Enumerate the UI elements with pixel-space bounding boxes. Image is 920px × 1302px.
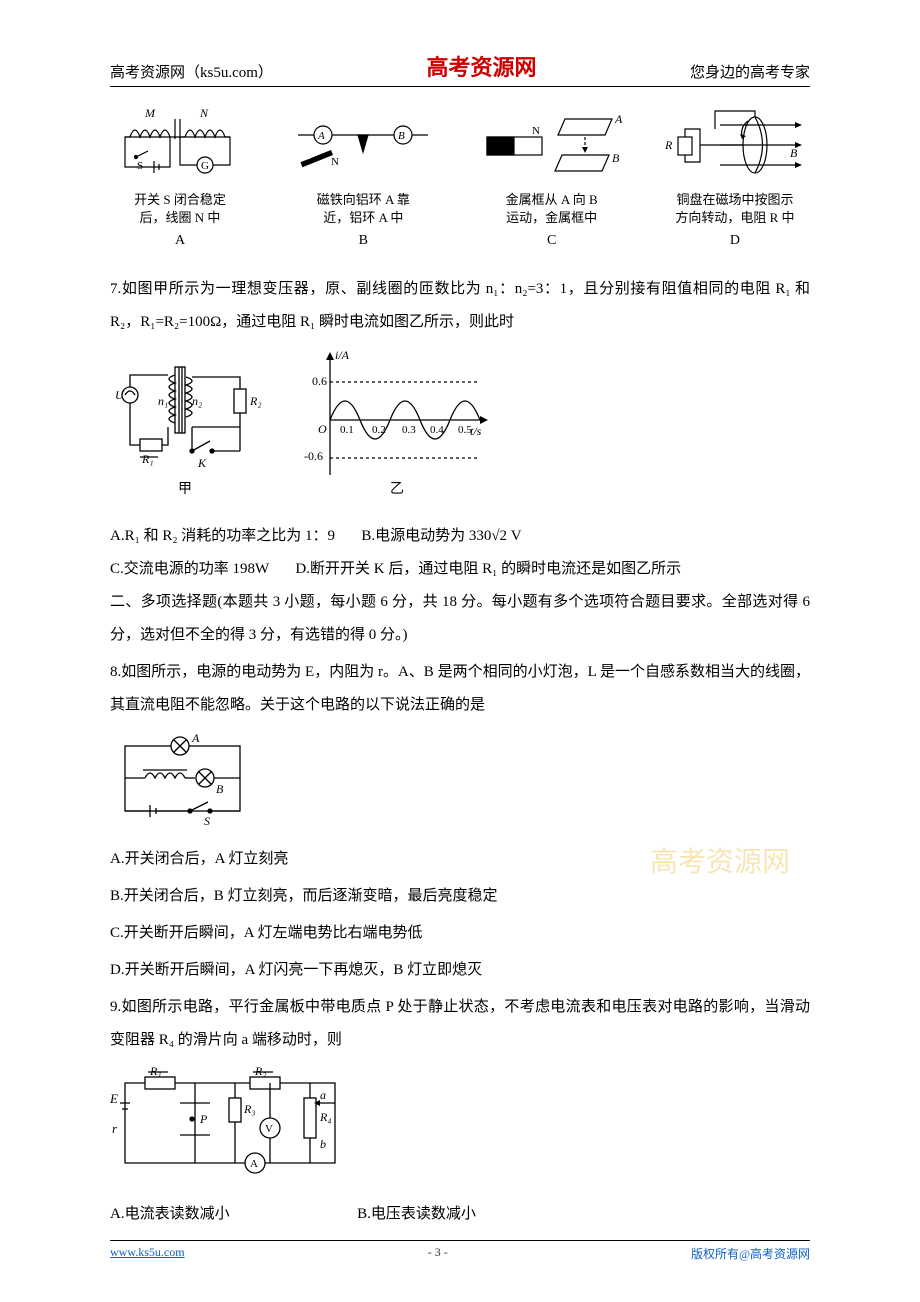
svg-text:-0.6: -0.6 — [304, 449, 323, 463]
svg-text:t/s: t/s — [470, 424, 482, 438]
svg-text:V: V — [265, 1123, 273, 1135]
q8-optD: D.开关断开后瞬间，A 灯闪亮一下再熄灭，B 灯立即熄灭 — [110, 954, 810, 987]
svg-text:A: A — [250, 1158, 258, 1170]
svg-text:P: P — [199, 1112, 208, 1126]
svg-text:A: A — [614, 112, 623, 126]
svg-text:G: G — [201, 160, 209, 172]
q8-figure: A B S — [110, 728, 810, 833]
svg-text:r: r — [112, 1121, 118, 1136]
fig-label: A — [110, 231, 250, 251]
svg-text:N: N — [331, 156, 339, 168]
header-right: 您身边的高考专家 — [690, 61, 810, 82]
q9-figure: E r R₁ R₂ P R₃ V — [110, 1063, 810, 1188]
svg-text:B: B — [612, 151, 620, 165]
svg-text:n₂: n₂ — [192, 394, 202, 408]
q6-fig-B: A B N 磁铁向铝环 A 靠近，铝环 A 中 B — [283, 107, 443, 251]
svg-text:R₃: R₃ — [243, 1102, 256, 1116]
svg-text:R₂: R₂ — [249, 394, 262, 408]
svg-text:0.6: 0.6 — [312, 374, 327, 388]
page-header: 高考资源网（ks5u.com） 高考资源网 您身边的高考专家 — [110, 50, 810, 87]
q8-optA: A.开关闭合后，A 灯立刻亮 — [110, 843, 810, 876]
svg-text:A: A — [191, 731, 200, 745]
q9-options: A.电流表读数减小 B.电压表读数减小 — [110, 1198, 810, 1231]
q8-optB: B.开关闭合后，B 灯立刻亮，而后逐渐变暗，最后亮度稳定 — [110, 880, 810, 913]
svg-text:n₁: n₁ — [158, 394, 168, 408]
svg-text:0.5: 0.5 — [458, 424, 472, 436]
svg-text:R: R — [664, 138, 673, 152]
svg-text:0.4: 0.4 — [430, 424, 444, 436]
q8-stem: 8.如图所示，电源的电动势为 E，内阻为 r。A、B 是两个相同的小灯泡，L 是… — [110, 656, 810, 722]
section2-title: 二、多项选择题(本题共 3 小题，每小题 6 分，共 18 分。每小题有多个选项… — [110, 586, 810, 652]
footer-right: 版权所有@高考资源网 — [691, 1245, 810, 1262]
svg-text:E: E — [110, 1091, 118, 1106]
svg-text:B: B — [790, 146, 798, 160]
svg-text:B: B — [216, 782, 224, 796]
svg-text:N: N — [199, 107, 209, 120]
svg-text:R₁: R₁ — [141, 452, 154, 466]
q6-fig-A: M N S — [110, 107, 250, 251]
svg-text:0.3: 0.3 — [402, 424, 416, 436]
svg-text:R₄: R₄ — [319, 1110, 332, 1124]
q7-options: A.R₁ 和 R₂ 消耗的功率之比为 1：9 B.电源电动势为 330√2 V — [110, 520, 810, 553]
svg-text:U: U — [115, 388, 125, 402]
svg-text:R₁: R₁ — [149, 1064, 162, 1078]
q9-stem: 9.如图所示电路，平行金属板中带电质点 P 处于静止状态，不考虑电流表和电压表对… — [110, 991, 810, 1057]
svg-text:S: S — [137, 160, 143, 172]
q7-figures: n₁ n₂ U R₁ R₂ K 甲 — [110, 345, 810, 510]
header-left: 高考资源网（ks5u.com） — [110, 61, 273, 82]
svg-text:B: B — [398, 130, 405, 142]
q6-fig-C: N A B 金属框从 A 向 B运动，金属框中 C — [477, 107, 627, 251]
svg-text:O: O — [318, 422, 327, 436]
svg-text:N: N — [532, 125, 540, 137]
header-center: 高考资源网 — [426, 50, 536, 82]
svg-text:S: S — [204, 814, 210, 828]
svg-text:i/A: i/A — [335, 348, 350, 362]
svg-text:甲: 甲 — [178, 482, 192, 497]
svg-text:A: A — [317, 130, 325, 142]
svg-text:R₂: R₂ — [254, 1064, 267, 1078]
svg-text:0.1: 0.1 — [340, 424, 354, 436]
q8-optC: C.开关断开后瞬间，A 灯左端电势比右端电势低 — [110, 917, 810, 950]
caption: 开关 S 闭合稳定 — [134, 192, 226, 207]
svg-text:K: K — [197, 456, 207, 470]
q6-fig-D: B R 铜盘在磁场中按图示方向转动，电阻 R 中 D — [660, 107, 810, 251]
svg-text:乙: 乙 — [390, 481, 404, 497]
footer-center: - 3 - — [428, 1245, 448, 1262]
q6-figures-row: M N S — [110, 107, 810, 251]
svg-text:M: M — [144, 107, 156, 120]
svg-text:a: a — [320, 1088, 326, 1102]
q7-stem: 7.如图甲所示为一理想变压器，原、副线圈的匝数比为 n₁：n₂=3：1，且分别接… — [110, 273, 810, 339]
footer-left: www.ks5u.com — [110, 1245, 185, 1262]
svg-text:b: b — [320, 1137, 326, 1151]
page-footer: www.ks5u.com - 3 - 版权所有@高考资源网 — [110, 1240, 810, 1262]
svg-text:0.2: 0.2 — [372, 424, 386, 436]
